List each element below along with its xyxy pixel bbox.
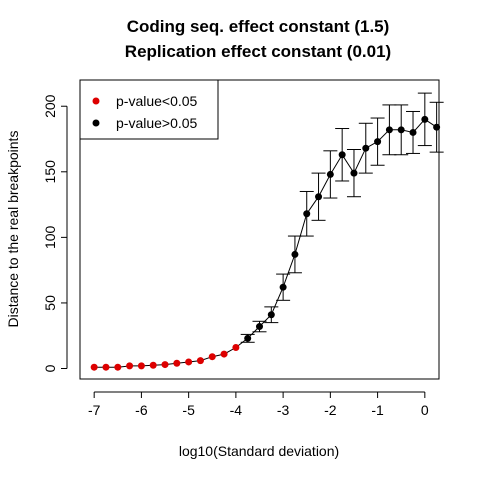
legend-label-significant: p-value<0.05 bbox=[116, 93, 198, 109]
data-point-not-significant bbox=[374, 138, 382, 146]
data-point-not-significant bbox=[291, 250, 299, 258]
data-point-significant bbox=[208, 353, 216, 361]
data-point-significant bbox=[161, 361, 169, 369]
data-point-not-significant bbox=[267, 311, 275, 319]
data-point-not-significant bbox=[350, 169, 358, 177]
data-point-not-significant bbox=[256, 323, 263, 331]
x-axis-title: log10(Standard deviation) bbox=[179, 443, 339, 459]
y-tick-label: 150 bbox=[42, 160, 58, 184]
data-point-significant bbox=[220, 350, 228, 358]
data-point-significant bbox=[90, 363, 98, 371]
x-tick-label: -2 bbox=[324, 402, 337, 418]
data-point-not-significant bbox=[303, 210, 311, 218]
series-line bbox=[94, 118, 437, 368]
data-point-significant bbox=[102, 363, 110, 371]
data-point-not-significant bbox=[326, 170, 334, 178]
data-point-significant bbox=[126, 362, 134, 370]
data-point-significant bbox=[185, 358, 193, 366]
plot-frame bbox=[79, 79, 440, 380]
data-point-not-significant bbox=[421, 115, 429, 123]
data-point-significant bbox=[173, 359, 181, 367]
data-point-not-significant bbox=[433, 123, 441, 131]
legend-marker-significant bbox=[92, 97, 100, 105]
x-axis: -7 -6 -5 -4 -3 -2 -1 0 bbox=[88, 391, 429, 418]
data-series bbox=[90, 92, 444, 371]
y-tick-label: 200 bbox=[42, 94, 58, 118]
x-tick-label: -7 bbox=[88, 402, 101, 418]
data-point-not-significant bbox=[409, 128, 417, 136]
legend: p-value<0.05 p-value>0.05 bbox=[79, 79, 219, 140]
data-point-significant bbox=[196, 357, 204, 365]
data-point-significant bbox=[149, 361, 157, 369]
data-point-not-significant bbox=[362, 144, 370, 152]
chart-title: Coding seq. effect constant (1.5) bbox=[127, 17, 390, 36]
y-tick-label: 100 bbox=[42, 225, 58, 249]
x-tick-label: -3 bbox=[277, 402, 290, 418]
y-axis-title: Distance to the real breakpoints bbox=[5, 131, 21, 328]
legend-label-not-significant: p-value>0.05 bbox=[116, 115, 198, 131]
legend-box bbox=[79, 79, 219, 140]
data-point-significant bbox=[114, 363, 122, 371]
x-tick-label: -5 bbox=[182, 402, 195, 418]
data-point-significant bbox=[137, 362, 145, 370]
x-tick-label: 0 bbox=[421, 402, 429, 418]
y-tick-label: 50 bbox=[42, 295, 58, 311]
chart-subtitle: Replication effect constant (0.01) bbox=[125, 42, 391, 61]
data-point-significant bbox=[232, 344, 240, 352]
x-tick-label: -1 bbox=[371, 402, 384, 418]
y-tick-label: 0 bbox=[42, 364, 58, 372]
data-point-not-significant bbox=[338, 151, 346, 159]
x-tick-label: -6 bbox=[135, 402, 148, 418]
data-point-not-significant bbox=[244, 334, 252, 342]
data-point-not-significant bbox=[397, 126, 405, 134]
data-point-not-significant bbox=[385, 126, 393, 134]
x-tick-label: -4 bbox=[230, 402, 243, 418]
legend-marker-not-significant bbox=[92, 119, 100, 127]
y-axis: 0 50 100 150 200 bbox=[42, 94, 68, 372]
data-point-not-significant bbox=[279, 283, 287, 291]
data-point-not-significant bbox=[315, 193, 323, 201]
